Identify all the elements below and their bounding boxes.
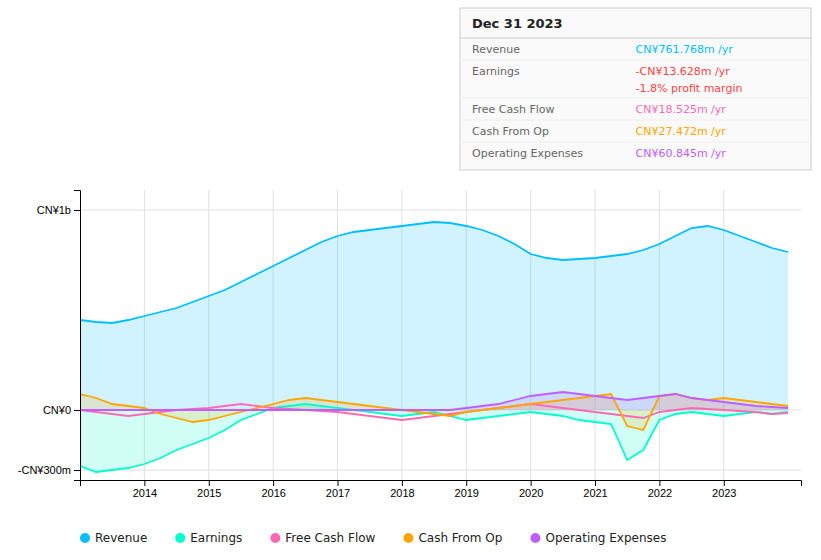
x-tick-label: 2020 (519, 487, 543, 499)
x-tick-mark (402, 480, 403, 486)
x-tick-mark (595, 480, 596, 486)
x-tick: 2018 (390, 480, 414, 499)
info-value: -CN¥13.628m /yr (636, 65, 731, 78)
y-tick: -CN¥300m (18, 464, 80, 476)
x-tick-label: 2016 (261, 487, 285, 499)
line (80, 394, 788, 430)
legend-label: Operating Expenses (545, 531, 666, 545)
x-tick-label: 2022 (648, 487, 672, 499)
info-box: Dec 31 2023 Revenue CN¥761.768m /yr Earning… (460, 8, 811, 170)
y-axis: -CN¥300m CN¥0 CN¥1b (18, 191, 81, 481)
info-value: CN¥27.472m /yr (636, 125, 727, 138)
info-box-frame (460, 8, 811, 170)
x-tick-mark (338, 480, 339, 486)
title: Dec 31 2023 (472, 16, 563, 31)
info-label: Free Cash Flow (472, 103, 555, 116)
x-tick-mark (273, 480, 274, 486)
x-tick-mark (531, 480, 532, 486)
y-tick-label: CN¥1b (37, 204, 71, 216)
y-tick-label: -CN¥300m (18, 464, 71, 476)
legend-swatch (530, 533, 540, 543)
x-tick: 2020 (519, 480, 543, 499)
grid-line-y (80, 470, 801, 471)
x-tick-mark (724, 480, 725, 486)
x-tick: 2022 (648, 480, 672, 499)
info-label: Revenue (472, 43, 520, 56)
marks (80, 222, 788, 472)
x-tick: 2014 (133, 480, 157, 499)
x-tick: 2021 (583, 480, 607, 499)
legend-item: Operating Expenses (530, 531, 666, 545)
info-value: CN¥761.768m /yr (636, 43, 734, 56)
grid (80, 190, 801, 480)
legend-label: Earnings (190, 531, 242, 545)
legend-item: Revenue (80, 531, 147, 545)
x-tick-label: 2018 (390, 487, 414, 499)
x-tick-mark (209, 480, 210, 486)
info-label: Earnings (472, 65, 520, 78)
legend-item: Free Cash Flow (270, 531, 375, 545)
x-tick-mark (659, 480, 660, 486)
legend-swatch (403, 533, 413, 543)
x-tick: 2019 (455, 480, 479, 499)
x-axis: 2014 2015 2016 2017 2018 2019 2020 2021 2022 2023 (81, 480, 802, 499)
legend-swatch (270, 533, 280, 543)
x-tick: 2023 (712, 480, 736, 499)
legend-label: Revenue (95, 531, 147, 545)
x-tick-label: 2015 (197, 487, 221, 499)
info-divider (460, 38, 811, 39)
legend-swatch (175, 533, 185, 543)
info-value: CN¥60.845m /yr (636, 147, 727, 160)
line (80, 392, 788, 410)
y-tick: CN¥1b (37, 204, 80, 216)
info-value: CN¥18.525m /yr (636, 103, 727, 116)
y-tick-mark (74, 210, 80, 211)
line (80, 222, 788, 323)
x-tick: 2016 (261, 480, 285, 499)
info-row-divider (460, 142, 811, 143)
x-tick-label: 2014 (133, 487, 157, 499)
area (80, 392, 788, 410)
legend-item: Earnings (175, 531, 242, 545)
x-tick: 2017 (326, 480, 350, 499)
area (80, 222, 788, 410)
info-label: Cash From Op (472, 125, 549, 138)
x-tick-label: 2023 (712, 487, 736, 499)
y-tick-mark (74, 410, 80, 411)
info-label: Operating Expenses (472, 147, 583, 160)
y-tick: CN¥0 (43, 404, 80, 416)
info-row-divider (460, 98, 811, 99)
legend: Revenue Earnings Free Cash Flow Cash From O… (80, 531, 666, 545)
info-row-divider (460, 60, 811, 61)
legend-item: Cash From Op (403, 531, 502, 545)
legend-swatch (80, 533, 90, 543)
y-axis-line (74, 191, 81, 481)
y-tick-mark (74, 470, 80, 471)
x-axis-line (81, 481, 802, 487)
info-row-divider (460, 120, 811, 121)
y-tick-label: CN¥0 (43, 404, 71, 416)
legend-label: Cash From Op (418, 531, 502, 545)
x-tick-label: 2017 (326, 487, 350, 499)
legend-label: Free Cash Flow (285, 531, 375, 545)
x-tick-label: 2021 (583, 487, 607, 499)
info-note: -1.8% profit margin (636, 82, 743, 95)
grid-line-y (80, 210, 801, 211)
x-tick-mark (144, 480, 145, 486)
chart: 2014 2015 2016 2017 2018 2019 2020 2021 2022 2023… (0, 0, 821, 560)
x-tick-label: 2019 (455, 487, 479, 499)
x-tick-mark (466, 480, 467, 486)
line (80, 404, 788, 420)
x-tick: 2015 (197, 480, 221, 499)
